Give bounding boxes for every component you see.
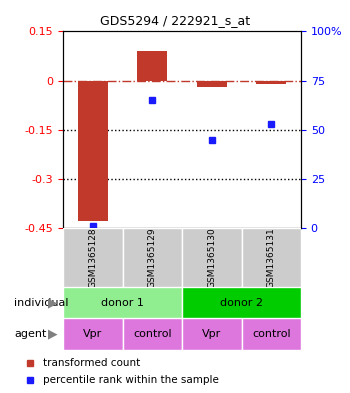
Bar	[78, 81, 108, 221]
FancyBboxPatch shape	[241, 228, 301, 287]
FancyBboxPatch shape	[122, 318, 182, 350]
FancyBboxPatch shape	[63, 318, 122, 350]
Bar	[257, 81, 286, 84]
Text: Vpr: Vpr	[202, 329, 222, 339]
Text: percentile rank within the sample: percentile rank within the sample	[43, 375, 219, 385]
FancyBboxPatch shape	[241, 318, 301, 350]
Text: transformed count: transformed count	[43, 358, 140, 367]
Text: control: control	[252, 329, 290, 339]
Text: GSM1365129: GSM1365129	[148, 227, 157, 288]
Text: control: control	[133, 329, 172, 339]
FancyBboxPatch shape	[122, 228, 182, 287]
Text: donor 1: donor 1	[101, 298, 144, 308]
Text: GDS5294 / 222921_s_at: GDS5294 / 222921_s_at	[100, 15, 250, 28]
FancyBboxPatch shape	[182, 287, 301, 318]
Text: donor 2: donor 2	[220, 298, 263, 308]
Bar	[197, 81, 227, 87]
Text: ▶: ▶	[48, 296, 58, 309]
FancyBboxPatch shape	[63, 287, 182, 318]
Text: GSM1365131: GSM1365131	[267, 227, 276, 288]
FancyBboxPatch shape	[182, 228, 241, 287]
Text: GSM1365130: GSM1365130	[207, 227, 216, 288]
FancyBboxPatch shape	[63, 228, 122, 287]
Text: individual: individual	[14, 298, 69, 308]
FancyBboxPatch shape	[182, 318, 241, 350]
Text: Vpr: Vpr	[83, 329, 102, 339]
Bar	[138, 51, 167, 81]
Text: ▶: ▶	[48, 327, 58, 341]
Text: GSM1365128: GSM1365128	[88, 227, 97, 288]
Text: agent: agent	[14, 329, 46, 339]
